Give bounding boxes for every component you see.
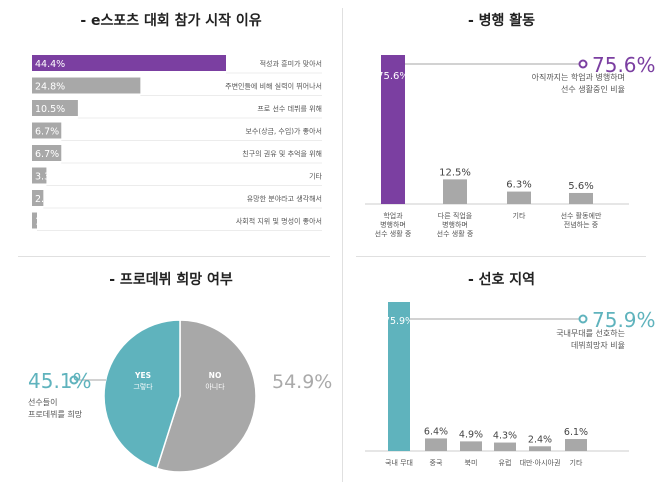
region-callout-value: 75.9% [592,308,656,332]
region-category-label: 중국 [430,459,443,467]
reasons-panel: - e스포츠 대회 참가 시작 이유 44.4% 적성과 흥미가 맞아서 24.8%… [0,0,342,256]
region-bar [460,441,482,451]
activity-value-label: 6.3% [506,180,531,191]
reason-category-label: 친구의 권유 및 추억을 위해 [242,149,322,158]
activity-category-label: 학업과 병행하며 선수 생활 중 [375,211,412,238]
reason-category-label: 주변인들에 비해 실력이 뛰어나서 [225,82,322,91]
region-category-label: 북미 [465,458,478,467]
activity-callout-marker [578,59,588,69]
region-value-label: 4.9% [459,429,483,440]
reason-value-label: 1.0% [35,217,59,228]
reason-category-label: 보수(상금, 수입)가 좋아서 [245,127,322,136]
reason-category-label: 기타 [309,172,322,181]
region-chart: 75.9% 국내 무대 6.4% 중국 4.9% 북미 4.3% 유럽 2.4% 대만·아시아권 6… [365,302,656,467]
activity-bar [381,55,405,204]
activity-callout-text: 아직까지는 학업과 병행하며 선수 생활중인 비율 [532,72,625,94]
pie-callout-text: 선수들이 프로데뷔를 희망 [28,397,83,419]
hope-panel: - 프로데뷔 희망 여부 YES 그렇다 NO 아니다 45.1% 선수들이 프로데뷔를 희… [0,257,342,490]
activity-callout-value: 75.6% [592,53,656,77]
region-bar [494,442,516,451]
reasons-title: - e스포츠 대회 참가 시작 이유 [80,13,262,29]
reason-bar [32,55,226,71]
region-category-label: 유럽 [499,458,512,467]
vertical-divider [342,8,343,482]
reason-bar [32,145,62,161]
region-category-label: 대만·아시아권 [520,458,561,467]
reason-bar [32,212,37,229]
pie-label-yes: YES [134,371,151,380]
hope-title: - 프로데뷔 희망 여부 [109,272,233,288]
region-value-label: 75.9% [384,316,414,327]
activity-category-label: 다른 직업을 병행하며 선수 생활 중 [437,211,474,238]
reason-bar [32,167,47,184]
region-category-label: 기타 [570,458,583,467]
region-bar [565,439,587,451]
region-bar [529,446,551,451]
horizontal-divider-left [18,256,330,257]
activity-bar [443,179,467,204]
pie-callout-value: 45.1% [28,369,92,393]
reason-value-label: 6.7% [35,149,59,160]
pie-slice-yes [103,319,181,470]
reason-category-label: 적성과 흥미가 맞아서 [260,59,322,68]
activity-title: - 병행 활동 [467,13,536,29]
reason-value-label: 3.3% [35,172,59,183]
activity-panel: - 병행 활동 75.6% 학업과 병행하며 선수 생활 중 12.5% 다른 직업을 병행… [343,0,660,256]
reason-bar [32,190,44,206]
region-value-label: 6.1% [564,427,588,438]
region-bar [425,438,447,451]
activity-bar [569,192,593,204]
reason-value-label: 6.7% [35,127,59,138]
region-bar [388,302,410,451]
activity-bar [507,191,531,204]
hope-chart: YES 그렇다 NO 아니다 45.1% 선수들이 프로데뷔를 희망 54.9% [28,319,332,473]
region-value-label: 4.3% [493,431,517,442]
activity-category-label: 기타 [513,211,526,220]
region-callout-marker [578,314,588,324]
reasons-chart: 44.4% 적성과 흥미가 맞아서 24.8% 주변인들에 비해 실력이 뛰어나서 10… [32,55,323,231]
reason-bar [32,122,62,139]
activity-value-label: 12.5% [439,167,471,178]
pie-sublabel-no: 아니다 [205,382,225,391]
pie-right-value: 54.9% [272,371,332,393]
pie-sublabel-yes: 그렇다 [133,382,153,391]
region-title: - 선호 지역 [467,272,536,288]
reason-value-label: 10.5% [35,104,65,115]
region-value-label: 6.4% [424,426,448,437]
reason-category-label: 사회적 지위 및 명성이 좋아서 [236,217,322,226]
reason-bar [32,77,141,94]
reason-value-label: 44.4% [35,59,65,70]
region-callout-text: 국내무대를 선호하는 데뷔희망자 비율 [556,328,625,350]
horizontal-divider-right [356,256,646,257]
region-category-label: 국내 무대 [385,458,413,467]
pie-label-no: NO [209,371,222,380]
reason-value-label: 24.8% [35,82,65,93]
pie-slice-no [156,319,257,473]
activity-value-label: 75.6% [377,71,409,82]
activity-value-label: 5.6% [568,181,593,192]
activity-category-label: 선수 활동에만 전념하는 중 [561,211,602,229]
pie-callout-marker [69,375,79,385]
activity-chart: 75.6% 학업과 병행하며 선수 생활 중 12.5% 다른 직업을 병행하며 선수 생활 … [365,53,656,238]
reason-category-label: 프로 선수 데뷔를 위해 [257,104,322,113]
region-panel: - 선호 지역 75.9% 국내 무대 6.4% 중국 4.9% 북미 4.3% 유럽 2.4%… [343,257,660,490]
reason-bar [32,100,78,116]
reason-value-label: 2.6% [35,194,59,205]
region-value-label: 2.4% [528,434,552,445]
reason-category-label: 유망한 분야라고 생각해서 [247,194,322,203]
